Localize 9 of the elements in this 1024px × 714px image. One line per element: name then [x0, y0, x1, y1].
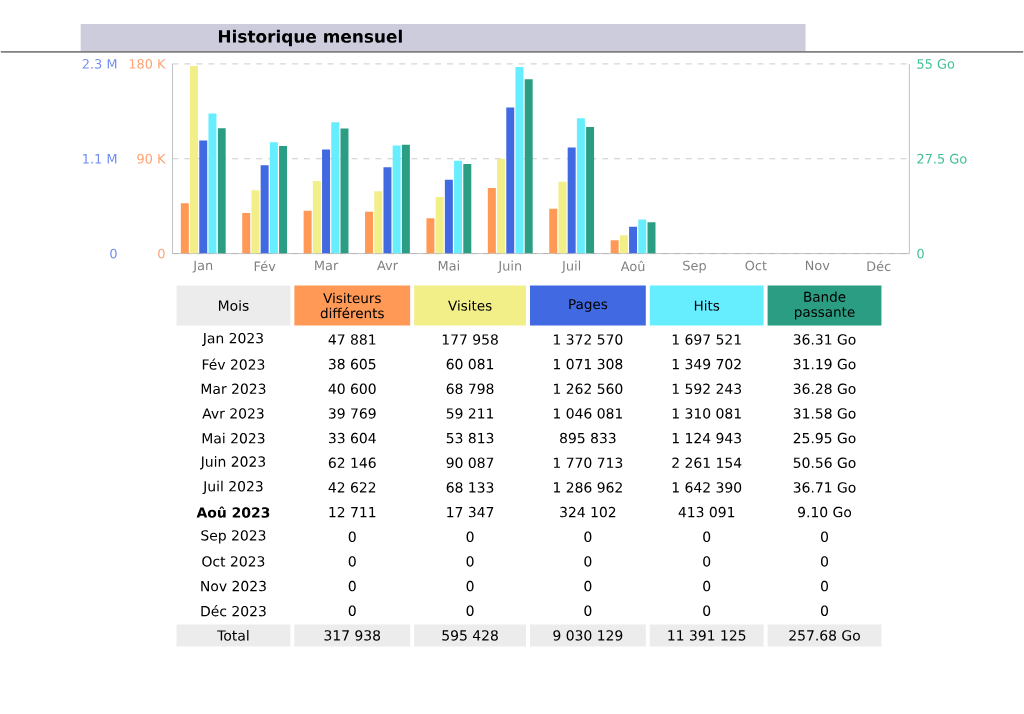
- bar: [487, 187, 496, 254]
- bar: [426, 217, 435, 254]
- chart-title: Historique mensuel: [218, 29, 402, 46]
- bar: [242, 212, 251, 254]
- bar: [180, 202, 189, 254]
- bar: [610, 239, 619, 254]
- bar: [365, 211, 374, 254]
- bar: [303, 210, 312, 254]
- bar: [549, 208, 558, 254]
